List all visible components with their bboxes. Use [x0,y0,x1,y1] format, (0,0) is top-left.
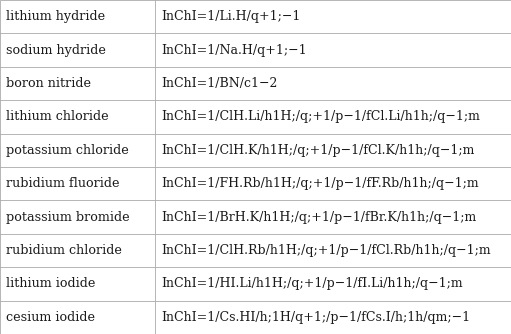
Text: InChI=1/ClH.K/h1H;/q;+1/p−1/fCl.K/h1h;/q−1;m: InChI=1/ClH.K/h1H;/q;+1/p−1/fCl.K/h1h;/q… [161,144,474,157]
Text: InChI=1/BN/c1−2: InChI=1/BN/c1−2 [161,77,277,90]
Text: InChI=1/ClH.Rb/h1H;/q;+1/p−1/fCl.Rb/h1h;/q−1;m: InChI=1/ClH.Rb/h1H;/q;+1/p−1/fCl.Rb/h1h;… [161,244,491,257]
Text: InChI=1/BrH.K/h1H;/q;+1/p−1/fBr.K/h1h;/q−1;m: InChI=1/BrH.K/h1H;/q;+1/p−1/fBr.K/h1h;/q… [161,211,476,223]
Text: InChI=1/Li.H/q+1;−1: InChI=1/Li.H/q+1;−1 [161,10,300,23]
Text: potassium bromide: potassium bromide [6,211,130,223]
Text: InChI=1/FH.Rb/h1H;/q;+1/p−1/fF.Rb/h1h;/q−1;m: InChI=1/FH.Rb/h1H;/q;+1/p−1/fF.Rb/h1h;/q… [161,177,479,190]
Text: boron nitride: boron nitride [6,77,91,90]
Text: InChI=1/ClH.Li/h1H;/q;+1/p−1/fCl.Li/h1h;/q−1;m: InChI=1/ClH.Li/h1H;/q;+1/p−1/fCl.Li/h1h;… [161,111,480,123]
Text: lithium chloride: lithium chloride [6,111,109,123]
Text: InChI=1/Cs.HI/h;1H/q+1;/p−1/fCs.I/h;1h/qm;−1: InChI=1/Cs.HI/h;1H/q+1;/p−1/fCs.I/h;1h/q… [161,311,470,324]
Text: InChI=1/HI.Li/h1H;/q;+1/p−1/fI.Li/h1h;/q−1;m: InChI=1/HI.Li/h1H;/q;+1/p−1/fI.Li/h1h;/q… [161,278,462,290]
Text: potassium chloride: potassium chloride [6,144,129,157]
Text: sodium hydride: sodium hydride [6,44,106,56]
Text: rubidium fluoride: rubidium fluoride [6,177,120,190]
Text: cesium iodide: cesium iodide [6,311,95,324]
Text: lithium iodide: lithium iodide [6,278,96,290]
Text: InChI=1/Na.H/q+1;−1: InChI=1/Na.H/q+1;−1 [161,44,307,56]
Text: lithium hydride: lithium hydride [6,10,105,23]
Text: rubidium chloride: rubidium chloride [6,244,122,257]
